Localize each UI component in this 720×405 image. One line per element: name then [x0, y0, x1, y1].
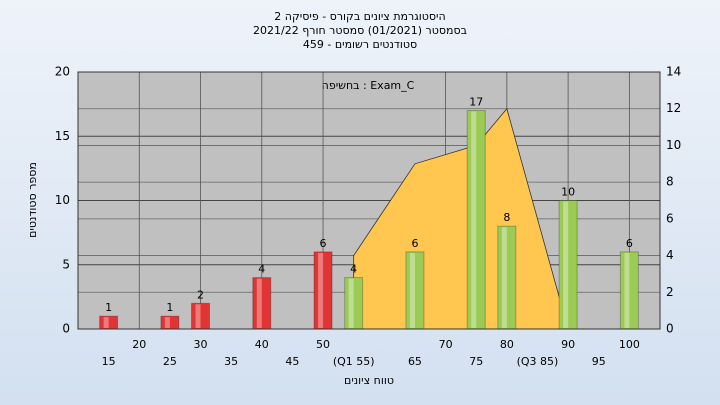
data-label: 2 — [197, 288, 204, 301]
data-label: 6 — [411, 237, 418, 250]
bar-highlight — [318, 252, 324, 328]
x-tick-label: 75 — [469, 355, 483, 368]
x-tick-label: 100 — [619, 338, 640, 351]
x-tick-label: 65 — [408, 355, 422, 368]
data-label: 1 — [166, 301, 173, 314]
y2-tick-label: 6 — [666, 211, 674, 225]
bar — [252, 277, 272, 330]
bar-highlight — [195, 304, 201, 328]
bar-highlight — [624, 252, 630, 328]
x-tick-label: (Q3 85) — [517, 355, 559, 368]
bar-highlight — [563, 201, 569, 328]
y2-tick-label: 14 — [666, 65, 681, 79]
x-tick-label: 95 — [592, 355, 606, 368]
x-tick-label: 20 — [132, 338, 146, 351]
data-label: 4 — [258, 263, 265, 276]
x-tick-label: 50 — [316, 338, 330, 351]
data-label: 6 — [626, 237, 633, 250]
x-tick-label: 70 — [439, 338, 453, 351]
x-tick-label: 80 — [500, 338, 514, 351]
bar-highlight — [164, 317, 170, 328]
x-tick-label: 90 — [561, 338, 575, 351]
y-tick-label: 15 — [55, 129, 70, 143]
y2-tick-label: 12 — [666, 101, 681, 115]
y2-tick-label: 10 — [666, 138, 681, 152]
bar-highlight — [471, 111, 477, 328]
x-tick-label: 45 — [285, 355, 299, 368]
x-tick-label: 40 — [255, 338, 269, 351]
y-tick-label: 5 — [62, 257, 70, 271]
y-tick-label: 0 — [62, 322, 70, 336]
y-tick-label: 20 — [55, 65, 70, 79]
y2-tick-label: 8 — [666, 175, 674, 189]
y2-tick-label: 0 — [666, 322, 674, 336]
x-tick-label: (Q1 55) — [333, 355, 375, 368]
bar-highlight — [256, 278, 262, 328]
chart-subtitle: בסמסטר (01/2021) סמסטר חורף 2021/22 — [253, 24, 467, 37]
data-label: 4 — [350, 263, 357, 276]
bar-highlight — [348, 278, 354, 328]
data-label: 1 — [105, 301, 112, 314]
plot-frame — [77, 71, 661, 330]
bar-highlight — [501, 227, 507, 328]
y2-tick-label: 2 — [666, 285, 674, 299]
annotation: בחשיפה : Exam_C — [322, 79, 415, 92]
x-tick-label: 15 — [102, 355, 116, 368]
data-label: 10 — [561, 186, 575, 199]
chart-subtitle: סטודנטים רשומים - 459 — [303, 38, 417, 51]
x-tick-label: 35 — [224, 355, 238, 368]
x-axis-label: טווח ציונים — [344, 374, 394, 387]
bar-highlight — [103, 317, 109, 328]
data-label: 8 — [503, 211, 510, 224]
y2-tick-label: 4 — [666, 248, 674, 262]
chart-title: היסטוגרמת ציונים בקורס - פיסיקה 2 — [274, 10, 445, 23]
x-tick-label: 25 — [163, 355, 177, 368]
data-label: 6 — [320, 237, 327, 250]
bar-highlight — [409, 252, 415, 328]
y-axis-label: מספר סטודנטים — [26, 162, 39, 238]
data-label: 17 — [469, 96, 483, 109]
y-tick-label: 10 — [55, 193, 70, 207]
x-tick-label: 30 — [194, 338, 208, 351]
